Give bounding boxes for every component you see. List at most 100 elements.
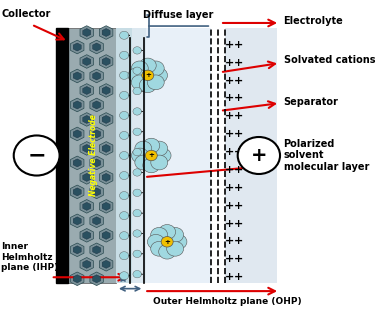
Circle shape: [151, 68, 168, 83]
Circle shape: [133, 209, 141, 217]
Text: +: +: [234, 76, 243, 86]
Text: +: +: [225, 147, 235, 157]
Circle shape: [139, 78, 156, 93]
Circle shape: [147, 234, 164, 249]
Circle shape: [151, 155, 168, 170]
Circle shape: [128, 68, 145, 83]
Circle shape: [170, 234, 187, 249]
FancyBboxPatch shape: [132, 28, 209, 283]
FancyBboxPatch shape: [146, 28, 211, 283]
Circle shape: [133, 87, 141, 95]
Circle shape: [133, 230, 141, 237]
Text: Separator: Separator: [284, 96, 338, 107]
Circle shape: [161, 237, 173, 247]
Text: +: +: [148, 152, 154, 159]
Circle shape: [133, 250, 141, 258]
FancyBboxPatch shape: [68, 28, 116, 283]
Text: Collector: Collector: [2, 9, 51, 19]
Text: +: +: [234, 254, 243, 264]
Text: +: +: [225, 219, 235, 229]
Circle shape: [132, 148, 149, 163]
Circle shape: [133, 271, 141, 278]
Circle shape: [133, 148, 141, 156]
Circle shape: [133, 189, 141, 197]
Circle shape: [120, 51, 129, 59]
Circle shape: [154, 148, 171, 163]
Circle shape: [120, 232, 129, 240]
Text: +: +: [225, 272, 235, 282]
Text: +: +: [234, 129, 243, 139]
Circle shape: [135, 141, 152, 156]
Text: +: +: [225, 129, 235, 139]
Text: Diffuse layer: Diffuse layer: [142, 10, 213, 20]
Text: +: +: [225, 183, 235, 193]
Circle shape: [131, 75, 148, 90]
Text: Polarized
solvent
molecular layer: Polarized solvent molecular layer: [284, 139, 369, 172]
Text: +: +: [234, 165, 243, 175]
Text: +: +: [234, 40, 243, 50]
Circle shape: [120, 91, 129, 100]
Circle shape: [151, 141, 168, 156]
FancyBboxPatch shape: [56, 28, 68, 283]
Circle shape: [139, 58, 156, 73]
Circle shape: [131, 61, 148, 76]
Circle shape: [133, 47, 141, 54]
Text: +: +: [225, 94, 235, 104]
Text: +: +: [234, 147, 243, 157]
Circle shape: [238, 137, 280, 174]
Circle shape: [120, 252, 129, 260]
FancyBboxPatch shape: [225, 28, 276, 283]
Text: +: +: [164, 239, 170, 245]
Circle shape: [120, 192, 129, 200]
Text: +: +: [225, 76, 235, 86]
Circle shape: [147, 75, 164, 90]
Circle shape: [167, 241, 183, 256]
Circle shape: [133, 169, 141, 176]
Circle shape: [159, 244, 176, 259]
Text: +: +: [234, 201, 243, 211]
Text: +: +: [225, 236, 235, 247]
Circle shape: [133, 108, 141, 115]
Text: +: +: [225, 201, 235, 211]
FancyBboxPatch shape: [116, 28, 132, 283]
Circle shape: [151, 241, 168, 256]
Text: Inner
Helmholtz
plane (IHP): Inner Helmholtz plane (IHP): [2, 242, 59, 272]
Text: +: +: [234, 183, 243, 193]
Circle shape: [14, 136, 60, 175]
Circle shape: [120, 71, 129, 79]
Circle shape: [143, 138, 160, 153]
Text: +: +: [225, 58, 235, 68]
Circle shape: [135, 155, 152, 170]
Text: Solvated cations: Solvated cations: [284, 55, 375, 65]
Text: +: +: [234, 111, 243, 121]
Circle shape: [133, 128, 141, 136]
Text: +: +: [251, 146, 267, 165]
Circle shape: [167, 227, 183, 242]
Text: +: +: [234, 272, 243, 282]
Circle shape: [142, 70, 154, 81]
Text: Electrolyte: Electrolyte: [284, 16, 343, 26]
Text: −: −: [27, 146, 46, 165]
Circle shape: [120, 172, 129, 179]
Circle shape: [120, 31, 129, 39]
Text: +: +: [234, 94, 243, 104]
Text: +: +: [225, 254, 235, 264]
Circle shape: [120, 151, 129, 160]
Circle shape: [133, 67, 141, 74]
Text: +: +: [225, 165, 235, 175]
Circle shape: [145, 150, 157, 161]
Text: +: +: [234, 219, 243, 229]
Circle shape: [147, 61, 164, 76]
Text: Outer Helmholtz plane (OHP): Outer Helmholtz plane (OHP): [153, 297, 302, 306]
Text: +: +: [225, 40, 235, 50]
Text: +: +: [234, 236, 243, 247]
Text: Negative Electrode: Negative Electrode: [89, 114, 98, 197]
Circle shape: [151, 227, 168, 242]
Circle shape: [120, 111, 129, 119]
Text: +: +: [145, 72, 151, 78]
Circle shape: [143, 158, 160, 173]
Circle shape: [120, 272, 129, 280]
Text: +: +: [234, 58, 243, 68]
Text: +: +: [225, 111, 235, 121]
Circle shape: [120, 132, 129, 139]
